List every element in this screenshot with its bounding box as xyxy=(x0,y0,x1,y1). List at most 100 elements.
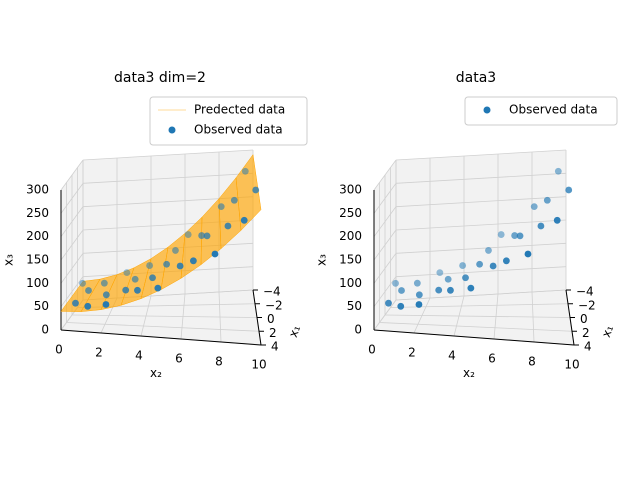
y-tick-label: 4 xyxy=(271,340,279,354)
data-point xyxy=(554,167,562,175)
data-point xyxy=(163,260,171,268)
x-tick-label: 6 xyxy=(488,352,496,366)
x-tick-label: 0 xyxy=(368,343,376,357)
surface-patch xyxy=(235,154,262,231)
data-point xyxy=(72,299,79,307)
x-axis-line xyxy=(373,329,575,346)
y-tick-label: 0 xyxy=(267,312,275,326)
data-point xyxy=(176,262,184,270)
grid-line xyxy=(66,322,260,332)
y-tick-label: −2 xyxy=(265,298,283,312)
data-point xyxy=(467,284,475,292)
grid-line xyxy=(82,172,254,184)
legend: Predected data Observed data xyxy=(149,96,308,146)
legend-box xyxy=(149,96,308,146)
data-point xyxy=(203,232,211,240)
data-point xyxy=(502,257,510,265)
data-point xyxy=(516,232,524,240)
data-point xyxy=(123,269,131,277)
y-axis-line xyxy=(565,289,575,346)
y-tick-label: 2 xyxy=(582,326,590,340)
grid-line xyxy=(395,266,567,278)
y-axis-line xyxy=(252,289,262,346)
data-point xyxy=(100,279,108,287)
data-point xyxy=(415,301,423,308)
data-point xyxy=(224,222,232,230)
x-axis-label: x₂ xyxy=(463,366,475,380)
data-point xyxy=(415,291,423,299)
data-point xyxy=(444,275,452,283)
z-tick-label: 200 xyxy=(339,229,362,243)
z-tick-label: 300 xyxy=(26,183,49,197)
data-point xyxy=(134,286,141,294)
x-tick-label: 2 xyxy=(408,346,416,360)
data-point xyxy=(230,196,238,204)
data-point xyxy=(154,284,162,292)
y-tick-label: 0 xyxy=(580,312,588,326)
data-point xyxy=(189,257,197,265)
x-tick-label: 2 xyxy=(95,346,103,360)
z-tick-label: 100 xyxy=(339,276,362,290)
z-tick-label: 200 xyxy=(26,229,49,243)
x-tick-label: 10 xyxy=(251,358,266,372)
grid-line xyxy=(395,289,567,301)
data-point xyxy=(537,222,545,230)
data-point xyxy=(413,279,421,287)
data-point xyxy=(385,299,392,307)
data-point xyxy=(565,186,573,194)
grid-line xyxy=(395,172,567,184)
grid-line xyxy=(82,149,254,161)
z-tick-label: 100 xyxy=(26,276,49,290)
data-point xyxy=(252,186,260,194)
data-point xyxy=(462,274,469,282)
data-point xyxy=(553,216,561,224)
data-point xyxy=(476,260,484,268)
legend-label: Observed data xyxy=(194,123,283,137)
data-point xyxy=(217,203,225,211)
x-axis-label: x₂ xyxy=(150,366,162,380)
data-point xyxy=(489,262,497,270)
data-point xyxy=(84,302,92,310)
data-point xyxy=(543,196,551,204)
z-axis-label: x₃ xyxy=(2,254,16,266)
legend: Observed data xyxy=(464,96,618,126)
data-point xyxy=(447,286,454,294)
z-tick-label: 150 xyxy=(26,253,49,267)
subplot-title: data3 dim=2 xyxy=(114,70,206,86)
x-tick-label: 8 xyxy=(528,355,536,369)
grid-line xyxy=(395,242,567,254)
grid-line xyxy=(395,149,567,161)
legend-label: Predected data xyxy=(194,103,285,117)
grid-line xyxy=(395,219,567,231)
y-tick-label: 4 xyxy=(584,340,592,354)
data-point xyxy=(392,279,399,287)
x-tick-label: 6 xyxy=(175,352,183,366)
x-tick-label: 10 xyxy=(564,358,579,372)
x-tick-label: 8 xyxy=(215,355,223,369)
subplot-title: data3 xyxy=(456,70,496,86)
z-tick-label: 150 xyxy=(339,253,362,267)
y-tick-label: −2 xyxy=(578,298,596,312)
legend-swatch xyxy=(168,126,176,134)
x-tick-label: 4 xyxy=(135,349,143,363)
y-tick-label: −4 xyxy=(263,285,281,299)
legend-swatch xyxy=(483,106,491,114)
data-point xyxy=(184,231,192,238)
data-point xyxy=(131,275,139,283)
x-tick-label: 0 xyxy=(55,343,63,357)
z-tick-label: 0 xyxy=(354,323,362,337)
data-point xyxy=(79,279,86,287)
data-point xyxy=(436,269,444,277)
data-point xyxy=(198,232,206,239)
y-tick-label: −4 xyxy=(576,285,594,299)
data-point xyxy=(85,287,92,294)
data-point xyxy=(398,287,405,294)
grid-line xyxy=(379,322,573,332)
data-point xyxy=(149,274,156,282)
z-tick-label: 250 xyxy=(26,206,49,220)
data-point xyxy=(172,247,179,254)
z-axis-label: x₃ xyxy=(315,254,329,266)
data-point xyxy=(524,250,532,258)
y-axis-label: x₁ xyxy=(286,323,303,339)
